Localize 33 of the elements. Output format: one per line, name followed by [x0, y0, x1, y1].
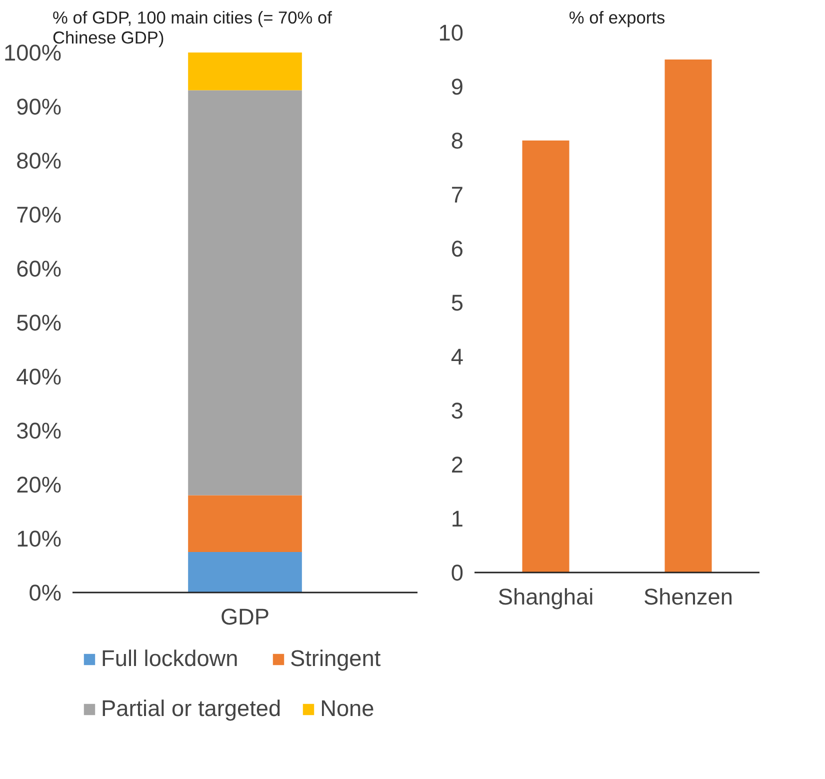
x-tick-label: Shenzen	[644, 584, 733, 610]
y-tick-label: 80%	[16, 148, 62, 174]
y-tick-label: 70%	[16, 202, 62, 228]
chart-title: % of exports	[568, 8, 666, 28]
bar	[188, 52, 302, 90]
y-tick-label: 6	[450, 236, 464, 262]
x-tick-label: GDP	[220, 604, 270, 630]
bar	[188, 552, 302, 592]
y-tick-label: 10	[438, 20, 464, 46]
x-tick-label: Shanghai	[498, 584, 594, 610]
legend-label: Full lockdown	[101, 645, 240, 672]
y-tick-label: 90%	[16, 94, 62, 120]
legend-label: None	[320, 695, 376, 722]
y-tick-label: 30%	[16, 418, 62, 444]
y-tick-label: 10%	[16, 526, 62, 552]
legend-label: Stringent	[290, 645, 382, 672]
y-tick-label: 40%	[16, 364, 62, 390]
y-tick-label: 0	[450, 560, 464, 586]
y-tick-label: 8	[450, 128, 464, 154]
y-tick-label: 0%	[28, 580, 62, 606]
bar	[188, 495, 302, 552]
y-tick-label: 20%	[16, 472, 62, 498]
legend-label: Partial or targeted	[101, 695, 282, 722]
bar	[188, 90, 302, 496]
y-tick-label: 1	[450, 506, 464, 532]
y-tick-label: 2	[450, 452, 464, 478]
y-tick-label: 3	[450, 398, 464, 424]
y-tick-label: 50%	[16, 310, 62, 336]
y-tick-label: 9	[450, 74, 464, 100]
y-tick-label: 7	[450, 182, 464, 208]
y-tick-label: 4	[450, 344, 464, 370]
y-tick-label: 5	[450, 290, 464, 316]
y-tick-label: 60%	[16, 256, 62, 282]
